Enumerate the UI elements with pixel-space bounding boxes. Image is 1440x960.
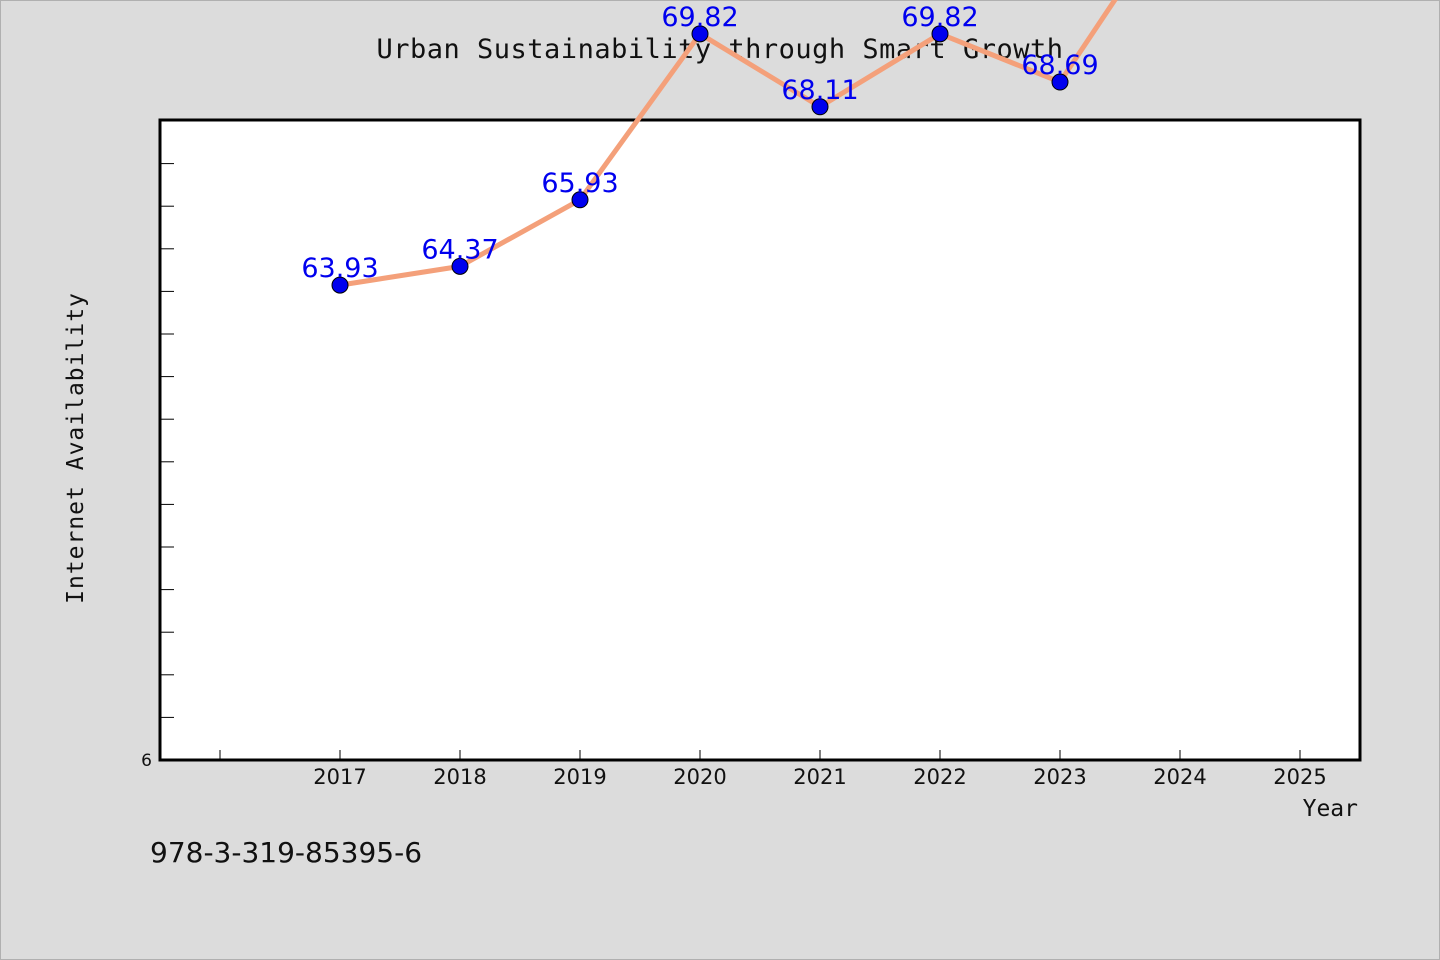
x-tick-label: 2020 bbox=[673, 765, 726, 789]
x-tick-label: 2018 bbox=[433, 765, 486, 789]
data-label: 69.82 bbox=[901, 2, 978, 33]
plot-frame bbox=[158, 118, 1362, 762]
x-tick-label: 2017 bbox=[313, 765, 366, 789]
data-point bbox=[1051, 73, 1069, 91]
data-point bbox=[571, 191, 589, 209]
x-tick-label: 2021 bbox=[793, 765, 846, 789]
data-label: 68.11 bbox=[781, 75, 858, 106]
x-axis-label: Year bbox=[1302, 796, 1358, 822]
data-point bbox=[691, 25, 709, 43]
data-point bbox=[451, 257, 469, 275]
x-tick-label: 2025 bbox=[1273, 765, 1326, 789]
footer-code: 978-3-319-85395-6 bbox=[150, 836, 423, 869]
x-tick-label: 2023 bbox=[1033, 765, 1086, 789]
data-label: 69.82 bbox=[661, 2, 738, 33]
data-label: 65.93 bbox=[541, 168, 618, 199]
data-label: 64.37 bbox=[421, 234, 498, 265]
x-tick-label: 2024 bbox=[1153, 765, 1206, 789]
data-point bbox=[931, 25, 949, 43]
data-point bbox=[811, 98, 829, 116]
data-point bbox=[331, 276, 349, 294]
data-label: 63.93 bbox=[301, 253, 378, 284]
x-tick-label: 2019 bbox=[553, 765, 606, 789]
x-tick-label: 2022 bbox=[913, 765, 966, 789]
data-label: 68.69 bbox=[1021, 50, 1098, 81]
y-tick-label: 6 bbox=[141, 751, 152, 771]
